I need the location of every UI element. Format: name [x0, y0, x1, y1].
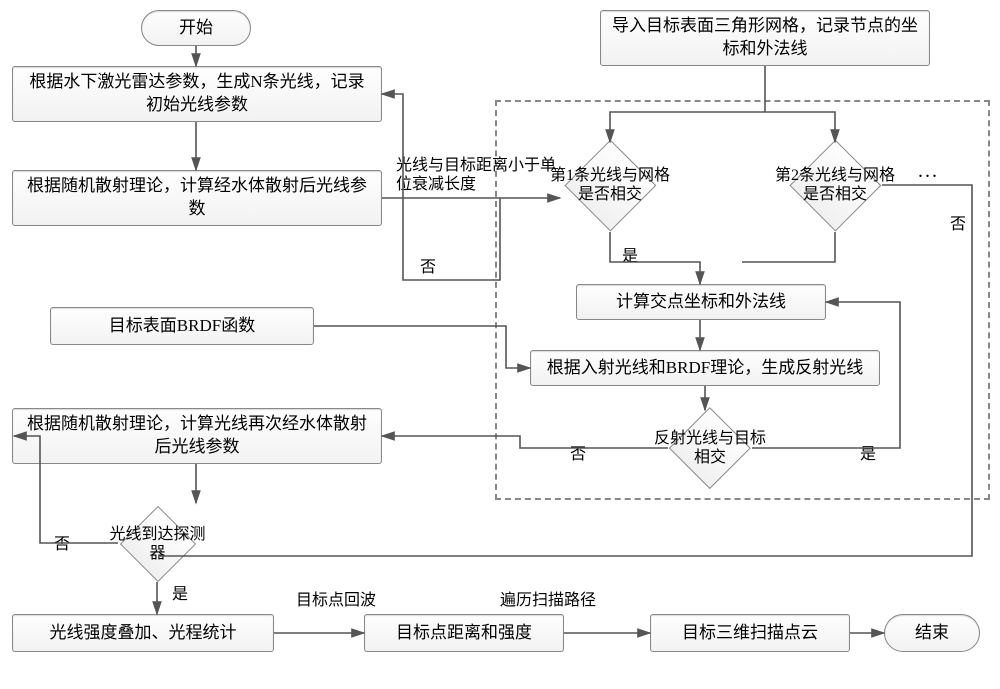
node-n5: 光线强度叠加、光程统计 [12, 614, 274, 652]
label-echo: 目标点回波 [296, 586, 376, 610]
diamond-d3: 反射光线与目标相交 [670, 408, 750, 488]
label-distance: 光线与目标距离小于单位衰减长度 [396, 156, 566, 194]
label-yes-d1: 是 [622, 242, 638, 266]
node-top-right: 导入目标表面三角形网格，记录节点的坐标和外法线 [600, 10, 930, 66]
node-n1: 根据水下激光雷达参数，生成N条光线，记录初始光线参数 [12, 66, 382, 122]
label-no1: 否 [420, 253, 436, 277]
label-no-d3l: 否 [570, 440, 586, 464]
node-calc-inter: 计算交点坐标和外法线 [576, 284, 826, 320]
node-end: 结束 [884, 614, 980, 652]
node-n4: 根据随机散射理论，计算光线再次经水体散射后光线参数 [12, 408, 382, 464]
node-n3: 目标表面BRDF函数 [50, 307, 314, 345]
node-start: 开始 [141, 10, 251, 46]
node-n6: 目标点距离和强度 [364, 614, 564, 652]
dots-icon: ... [918, 160, 939, 183]
diamond-d2: 第2条光线与网格是否相交 [790, 140, 880, 230]
label-yes-d3r: 是 [860, 440, 876, 464]
label-no-d4: 否 [54, 530, 70, 554]
node-n7: 目标三维扫描点云 [650, 614, 850, 652]
label-scan: 遍历扫描路径 [500, 586, 596, 610]
diamond-d4: 光线到达探测器 [120, 506, 195, 581]
label-yes-d4: 是 [172, 580, 188, 604]
node-n2: 根据随机散射理论，计算经水体散射后光线参数 [12, 170, 382, 226]
label-no-d2: 否 [950, 210, 966, 234]
diamond-d1: 第1条光线与网格是否相交 [565, 140, 655, 230]
node-gen-reflect: 根据入射光线和BRDF理论，生成反射光线 [530, 350, 880, 386]
